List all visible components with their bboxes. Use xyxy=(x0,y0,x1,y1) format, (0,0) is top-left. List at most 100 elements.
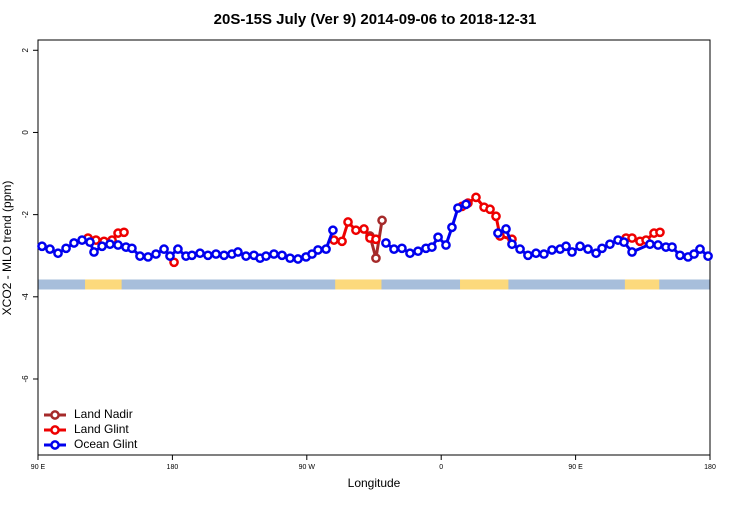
data-point xyxy=(127,243,137,254)
data-point xyxy=(219,250,229,261)
data-point xyxy=(561,241,571,252)
x-tick-label: 90 W xyxy=(299,464,316,471)
data-point xyxy=(377,215,387,226)
y-tick-label: 2 xyxy=(21,47,30,52)
x-tick-label: 180 xyxy=(704,464,716,471)
data-point xyxy=(143,252,153,262)
data-point xyxy=(77,235,87,245)
data-point xyxy=(261,251,271,261)
data-point xyxy=(187,250,197,261)
legend-marker xyxy=(50,440,60,450)
data-point xyxy=(667,242,677,252)
data-point xyxy=(113,240,123,250)
y-axis-label: XCO2 - MLO trend (ppm) xyxy=(0,181,14,316)
chart-title: 20S-15S July (Ver 9) 2014-09-06 to 2018-… xyxy=(214,11,537,28)
data-point xyxy=(441,240,451,250)
data-point xyxy=(627,233,637,243)
data-point xyxy=(61,243,71,254)
data-point xyxy=(531,248,541,259)
land-mask xyxy=(624,279,660,290)
data-point xyxy=(351,225,361,236)
data-point xyxy=(343,217,353,227)
data-point xyxy=(567,247,577,257)
land-mask xyxy=(85,279,122,290)
data-point xyxy=(461,199,471,210)
data-point xyxy=(371,253,381,264)
data-point xyxy=(105,239,115,250)
data-point xyxy=(97,241,107,252)
data-point xyxy=(389,244,399,254)
data-point xyxy=(471,192,481,203)
x-tick-label: 0 xyxy=(439,464,443,471)
legend-marker xyxy=(50,410,60,420)
data-point xyxy=(619,237,629,248)
data-point xyxy=(675,250,685,261)
data-point xyxy=(547,245,557,255)
data-point xyxy=(523,250,533,261)
data-point xyxy=(501,224,511,234)
land-mask xyxy=(335,279,382,290)
data-point xyxy=(89,247,99,257)
data-point xyxy=(328,225,338,236)
data-point xyxy=(539,249,549,259)
data-point xyxy=(173,244,183,254)
data-point xyxy=(151,249,161,259)
data-point xyxy=(413,246,423,257)
data-point xyxy=(605,239,615,250)
data-point xyxy=(313,245,323,255)
data-point xyxy=(397,243,407,254)
y-tick-label: -4 xyxy=(21,293,30,301)
data-point xyxy=(293,254,303,264)
legend-marker xyxy=(50,425,60,435)
data-point xyxy=(485,204,495,215)
data-point xyxy=(433,232,443,243)
data-point xyxy=(507,239,517,250)
data-point xyxy=(405,248,415,259)
data-point xyxy=(627,247,637,257)
x-tick-label: 90 E xyxy=(31,464,46,471)
data-point xyxy=(695,244,705,254)
x-tick-label: 90 E xyxy=(568,464,583,471)
data-point xyxy=(211,249,221,259)
data-point xyxy=(703,251,713,261)
data-point xyxy=(371,234,381,245)
data-point xyxy=(321,244,331,254)
legend-label: Land Nadir xyxy=(74,407,133,421)
data-point xyxy=(583,244,593,254)
data-point xyxy=(645,239,655,250)
data-point xyxy=(165,251,175,261)
data-point xyxy=(493,228,503,238)
data-point xyxy=(203,250,213,261)
data-point xyxy=(233,247,243,257)
data-point xyxy=(491,211,501,222)
data-point xyxy=(195,248,205,259)
data-point xyxy=(53,248,63,259)
data-point xyxy=(337,236,347,247)
data-point xyxy=(37,241,47,252)
data-point xyxy=(277,250,287,261)
data-point xyxy=(159,244,169,254)
y-tick-label: -2 xyxy=(21,211,30,219)
x-tick-label: 180 xyxy=(167,464,179,471)
data-point xyxy=(689,249,699,259)
legend-label: Land Glint xyxy=(74,422,129,436)
data-point xyxy=(597,243,607,254)
data-point xyxy=(591,248,601,259)
data-point xyxy=(285,253,295,264)
data-point xyxy=(85,237,95,248)
data-point xyxy=(135,251,145,261)
land-mask xyxy=(460,279,509,290)
data-point xyxy=(653,240,663,250)
data-point xyxy=(655,227,665,238)
data-point xyxy=(515,244,525,254)
y-tick-label: 0 xyxy=(21,130,30,135)
data-point xyxy=(427,242,437,252)
data-point xyxy=(45,244,55,254)
legend-label: Ocean Glint xyxy=(74,437,138,451)
data-point xyxy=(359,224,369,234)
data-point xyxy=(69,238,79,248)
data-point xyxy=(447,222,457,233)
data-point xyxy=(381,238,391,248)
